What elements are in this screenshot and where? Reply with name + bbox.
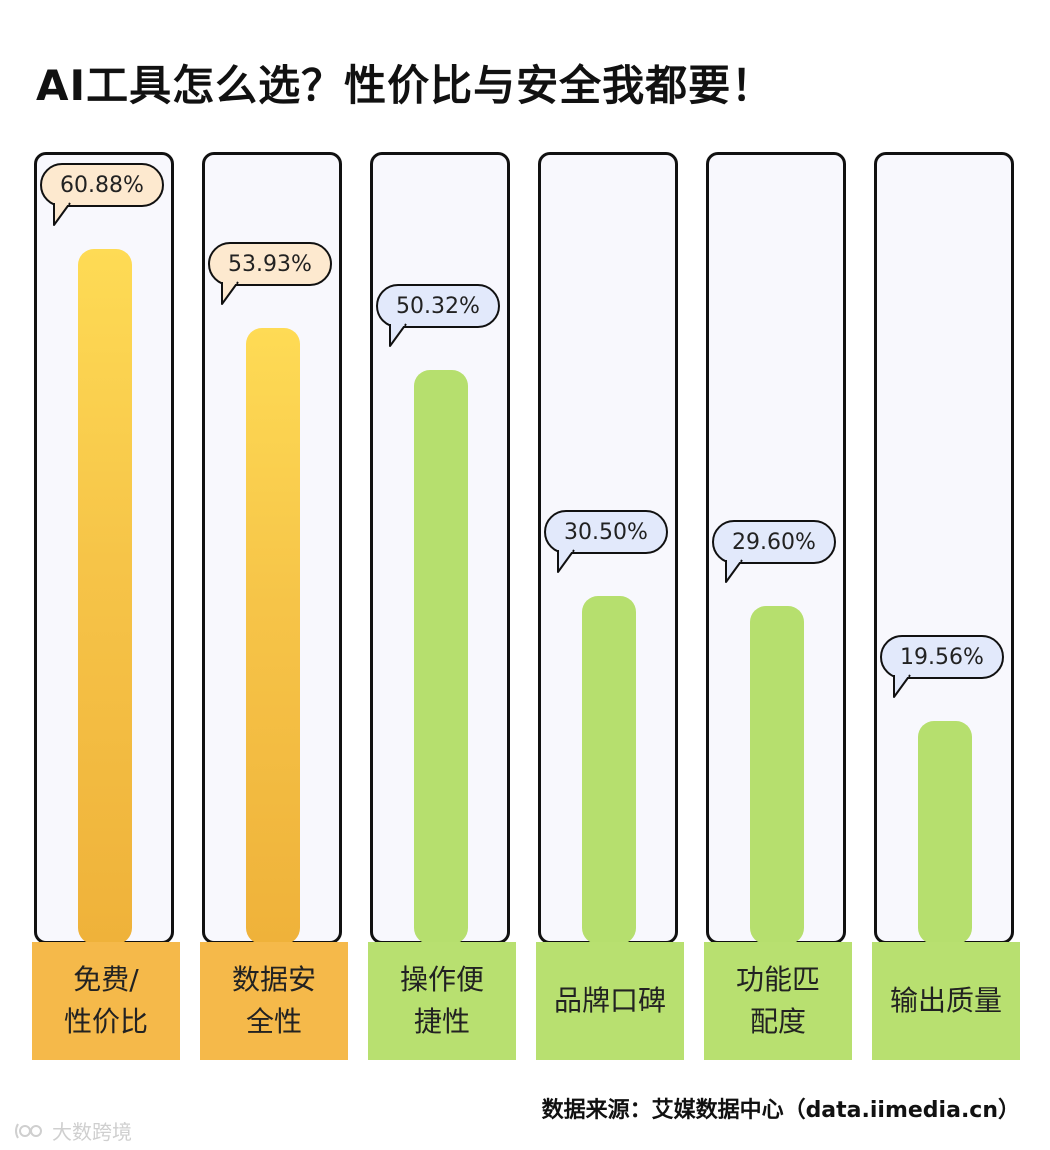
category-label: 免费/性价比 [32,942,180,1060]
watermark-logo-icon [15,1123,42,1138]
data-source: 数据来源：艾媒数据中心（data.iimedia.cn） [541,1098,1020,1123]
bubble-tail [389,322,407,347]
watermark: 大数跨境 [12,1116,132,1145]
bubble-tail [893,673,911,698]
bubble-tail [221,280,239,305]
data-label: 19.56% [880,635,1004,679]
data-label: 53.93% [208,242,332,286]
bar-column: 60.88% 免费/性价比 [32,148,180,1068]
category-label: 输出质量 [872,942,1020,1060]
data-label: 50.32% [376,284,500,328]
category-label: 功能匹 配度 [704,942,852,1060]
category-label: 数据安 全性 [200,942,348,1060]
data-label: 60.88% [40,163,164,207]
bar-column: 30.50% 品牌口碑 [536,148,684,1068]
chart-title: AI工具怎么选？性价比与安全我都要！ [36,61,775,110]
watermark-text: 大数跨境 [52,1120,132,1144]
category-label: 操作便 捷性 [368,942,516,1060]
data-label: 30.50% [544,510,668,554]
data-label: 29.60% [712,520,836,564]
bar [582,596,636,944]
bubble-tail [53,201,71,226]
bar [918,721,972,944]
bar [78,249,132,944]
bar-column: 50.32% 操作便 捷性 [368,148,516,1068]
bar-column: 29.60% 功能匹 配度 [704,148,852,1068]
bar [414,370,468,944]
bar-column: 53.93% 数据安 全性 [200,148,348,1068]
bar [246,328,300,944]
bubble-tail [725,558,743,583]
bar-column: 19.56% 输出质量 [872,148,1020,1068]
bubble-tail [557,548,575,573]
category-label: 品牌口碑 [536,942,684,1060]
bar [750,606,804,944]
